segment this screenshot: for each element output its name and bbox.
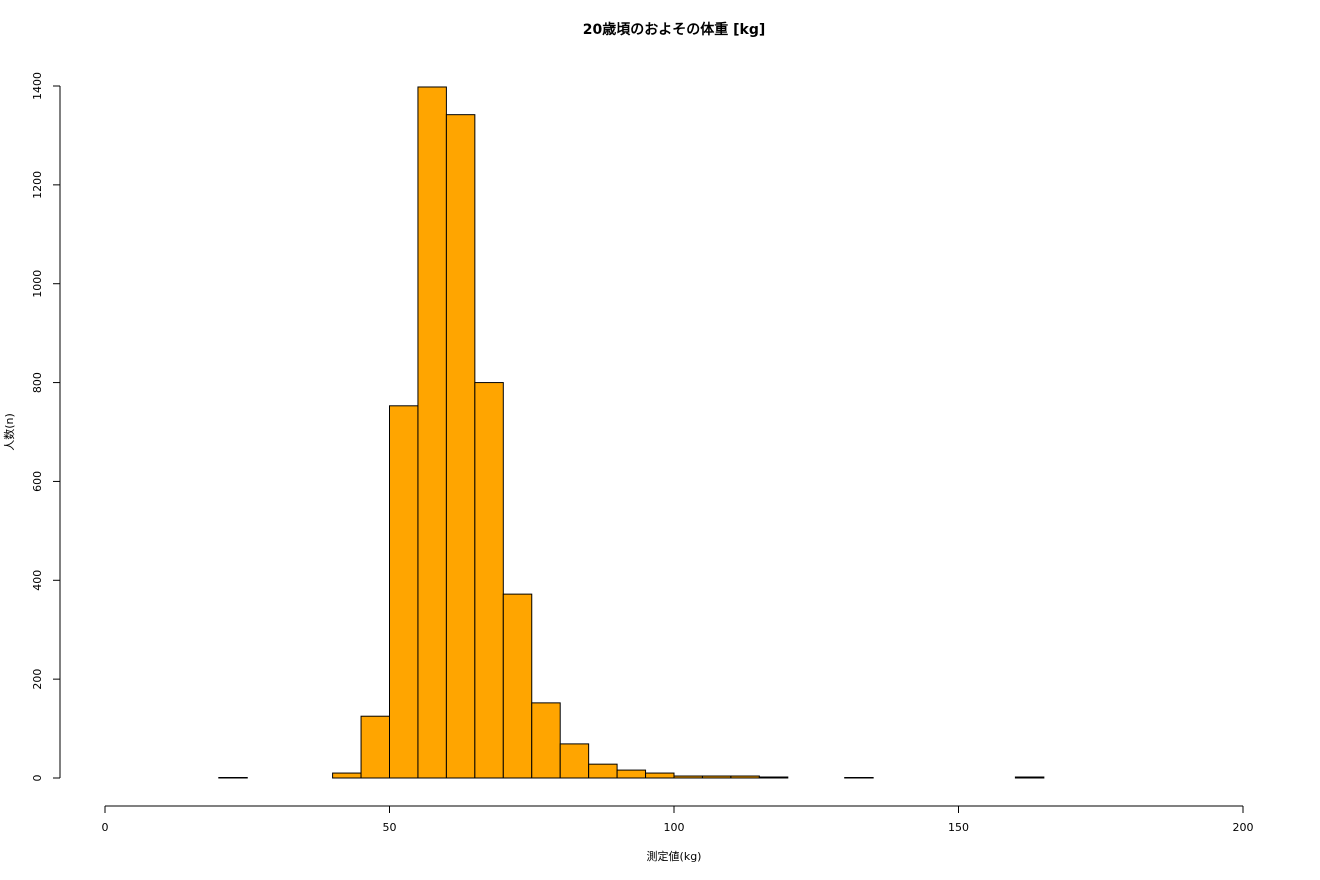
- y-tick-label: 600: [31, 471, 44, 492]
- y-axis-label: 人数(n): [3, 413, 16, 451]
- y-tick-label: 200: [31, 669, 44, 690]
- x-tick-label: 50: [383, 821, 397, 834]
- bar: [332, 772, 362, 779]
- x-tick-label: 0: [102, 821, 109, 834]
- bar: [417, 86, 447, 779]
- bar: [531, 702, 561, 779]
- bar: [502, 593, 533, 779]
- bar: [1014, 776, 1045, 779]
- x-axis-label: 測定値(kg): [647, 849, 702, 863]
- y-tick-label: 1000: [31, 270, 44, 298]
- bar: [389, 405, 419, 779]
- x-tick-label: 200: [1233, 821, 1254, 834]
- chart-title: 20歳頃のおよその体重 [kg]: [583, 21, 766, 38]
- y-tick-label: 800: [31, 372, 44, 393]
- bar: [616, 769, 647, 779]
- bar: [758, 776, 789, 779]
- y-tick-label: 1400: [31, 72, 44, 100]
- bar: [645, 772, 675, 779]
- bar: [559, 743, 590, 779]
- bar: [701, 775, 732, 779]
- bar: [445, 114, 476, 779]
- bar: [474, 382, 504, 779]
- bar: [673, 775, 703, 779]
- bar: [588, 763, 618, 779]
- x-tick-label: 150: [948, 821, 969, 834]
- y-tick-label: 400: [31, 570, 44, 591]
- x-tick-label: 100: [664, 821, 685, 834]
- y-tick-label: 0: [31, 775, 44, 782]
- bar: [730, 775, 760, 779]
- y-tick-label: 1200: [31, 171, 44, 199]
- bar: [360, 715, 390, 779]
